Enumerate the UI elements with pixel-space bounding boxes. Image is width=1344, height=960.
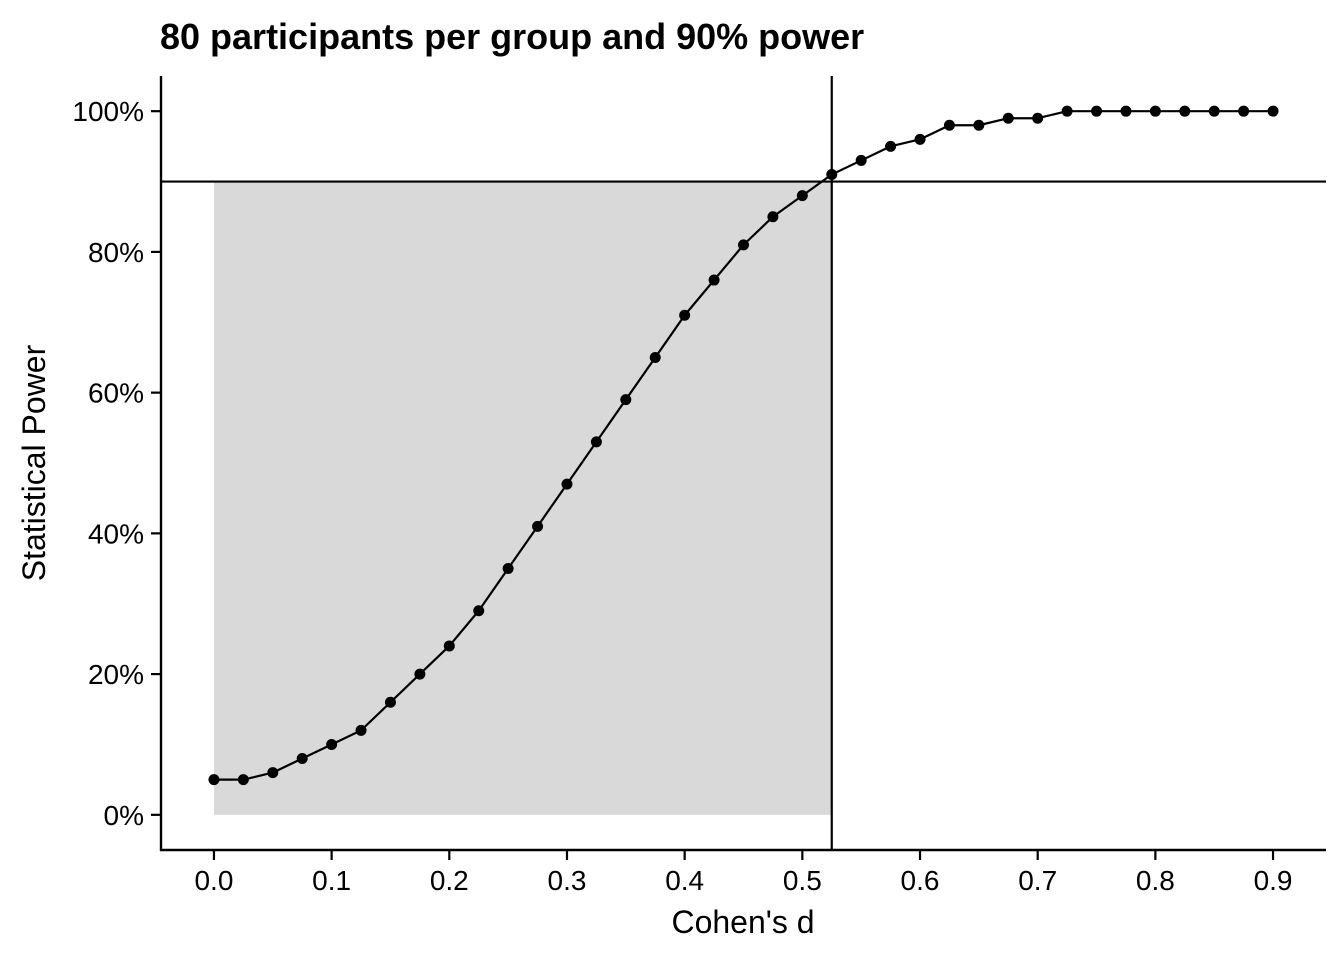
- data-point: [1149, 105, 1161, 117]
- x-tick-label: 0.3: [548, 865, 587, 896]
- data-point: [326, 738, 338, 750]
- plot-area: [161, 76, 1326, 850]
- data-point: [679, 309, 691, 321]
- y-tick-label: 20%: [88, 659, 144, 690]
- x-tick-label: 0.5: [783, 865, 822, 896]
- data-point: [1091, 105, 1103, 117]
- data-point: [708, 274, 720, 286]
- x-tick-label: 0.6: [901, 865, 940, 896]
- data-point: [473, 605, 485, 617]
- y-tick-label: 80%: [88, 237, 144, 268]
- y-tick-label: 60%: [88, 378, 144, 409]
- y-tick-label: 40%: [88, 518, 144, 549]
- x-tick-label: 0.1: [312, 865, 351, 896]
- x-tick-label: 0.0: [194, 865, 233, 896]
- data-point: [208, 774, 220, 786]
- shaded-region: [213, 181, 832, 815]
- x-tick-label: 0.7: [1018, 865, 1057, 896]
- data-point: [914, 133, 926, 145]
- data-point: [1179, 105, 1191, 117]
- y-tick-label: 0%: [104, 800, 144, 831]
- data-point: [1120, 105, 1132, 117]
- data-point: [1238, 105, 1250, 117]
- data-point: [384, 696, 396, 708]
- y-axis-title: Statistical Power: [16, 344, 52, 581]
- data-point: [1032, 112, 1044, 124]
- data-point: [1267, 105, 1279, 117]
- data-point: [855, 154, 867, 166]
- x-tick-label: 0.8: [1136, 865, 1175, 896]
- x-tick-label: 0.2: [430, 865, 469, 896]
- data-point: [355, 724, 367, 736]
- data-point: [443, 640, 455, 652]
- data-point: [502, 563, 514, 575]
- axes: 0.0 0.1 0.2 0.3 0.4 0.5 0.6 0.7 0.8 0.9 0% 20% 40% 60…: [72, 76, 1326, 896]
- data-point: [620, 394, 632, 406]
- data-point: [943, 119, 955, 131]
- data-point: [296, 753, 308, 765]
- x-tick-label: 0.4: [665, 865, 704, 896]
- data-point: [885, 140, 897, 152]
- y-tick-label: 100%: [72, 96, 144, 127]
- data-point: [973, 119, 985, 131]
- x-axis-title: Cohen's d: [671, 904, 814, 940]
- chart-title: 80 participants per group and 90% power: [160, 16, 864, 57]
- data-point: [532, 520, 544, 532]
- data-point: [1061, 105, 1073, 117]
- data-point: [237, 774, 249, 786]
- data-point: [267, 767, 279, 779]
- data-point: [649, 351, 661, 363]
- data-point: [767, 211, 779, 223]
- data-point: [561, 478, 573, 490]
- data-point: [738, 239, 749, 251]
- data-point: [1208, 105, 1220, 117]
- data-point: [590, 436, 602, 448]
- data-point: [796, 190, 808, 202]
- data-point: [414, 668, 426, 680]
- data-point: [1002, 112, 1014, 124]
- x-tick-label: 0.9: [1254, 865, 1293, 896]
